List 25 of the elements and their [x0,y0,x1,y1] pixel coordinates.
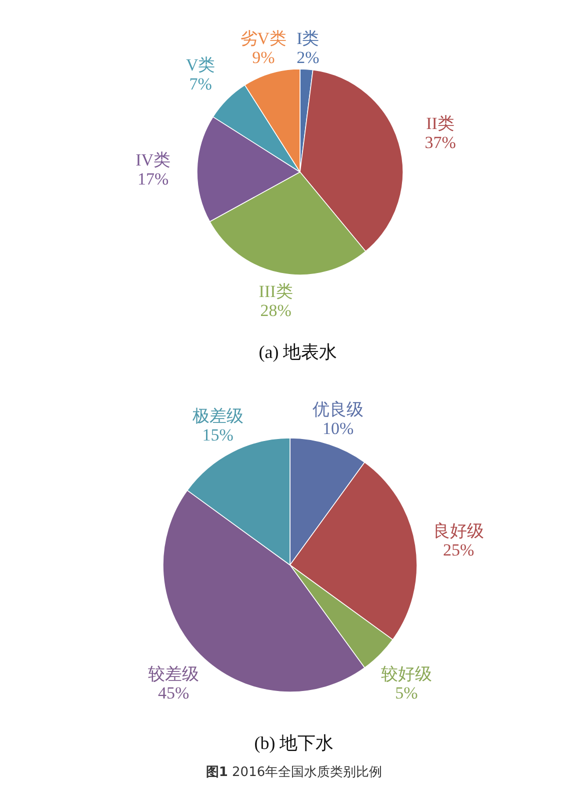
slice-label: 较差级 [148,664,200,684]
slice-label: 较好级 [380,664,432,684]
text: (a) 地表水 [258,342,338,362]
slice-label: V类 [186,56,216,75]
slice-label: II类 [426,114,454,134]
data-label: 7% [189,74,212,94]
data-label: 10% [322,418,354,438]
data-label: 15% [202,425,234,444]
data-label: 28% [260,300,292,320]
slice-label: IV类 [136,150,171,170]
data-label: 2% [296,48,320,67]
slice-label: 极差级 [191,406,244,426]
data-label: 25% [443,540,474,560]
text: 图1 2016年全国水质类别比例 [206,765,382,780]
data-label: 9% [252,48,275,68]
data-label: 45% [158,683,190,702]
text: (b) 地下水 [254,733,334,753]
slice-label: 优良级 [312,400,364,419]
data-label: 37% [424,133,456,152]
data-label: 5% [395,683,418,702]
slice-label: I类 [296,28,320,48]
slice-label: III类 [258,282,293,301]
slice-label: 良好级 [433,521,484,540]
data-label: 17% [138,169,169,188]
slice-label: 劣V类 [240,29,287,48]
